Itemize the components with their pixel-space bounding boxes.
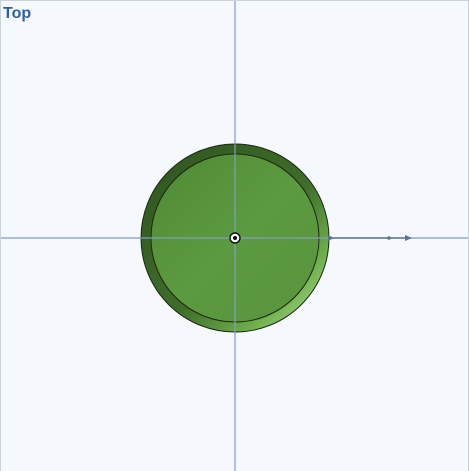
- axis-arrow-icon[interactable]: [328, 235, 412, 241]
- origin-icon[interactable]: [229, 232, 241, 244]
- view-orientation-label[interactable]: Top: [3, 5, 32, 22]
